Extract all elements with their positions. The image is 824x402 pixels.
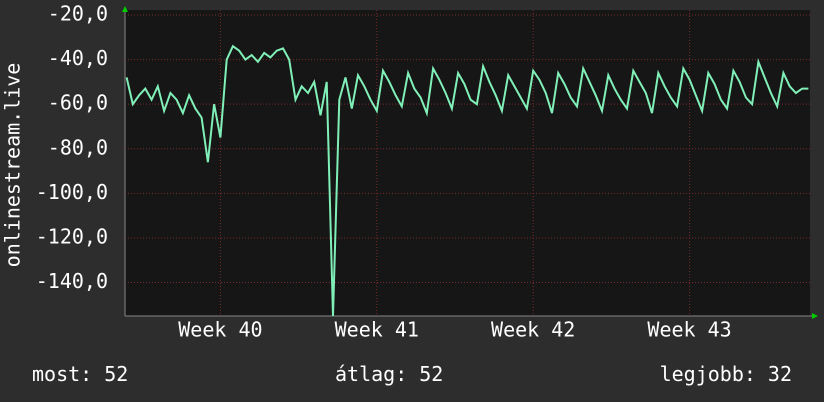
x-tick-label: Week 43 [647, 318, 731, 342]
data-line [125, 44, 809, 317]
stat-value: 32 [768, 362, 792, 386]
plot-area [125, 10, 810, 316]
y-tick-label: -100,0 [36, 180, 108, 204]
stat-value: 52 [104, 362, 128, 386]
x-tick-label: Week 41 [335, 318, 419, 342]
y-tick-label: -60,0 [48, 91, 108, 115]
stat: legjobb: 32 [660, 362, 792, 386]
y-tick-label: -140,0 [36, 269, 108, 293]
stat-value: 52 [419, 362, 443, 386]
stat: most: 52 [32, 362, 128, 386]
y-tick-label: -120,0 [36, 224, 108, 248]
y-tick-label: -80,0 [48, 135, 108, 159]
y-tick-label: -40,0 [48, 46, 108, 70]
x-tick-label: Week 40 [178, 318, 262, 342]
stat-label: átlag: [335, 362, 407, 386]
x-tick-label: Week 42 [491, 318, 575, 342]
stat-label: most: [32, 362, 92, 386]
axis-arrow [122, 6, 128, 12]
stat: átlag: 52 [335, 362, 443, 386]
y-tick-label: -20,0 [48, 2, 108, 26]
stat-label: legjobb: [660, 362, 756, 386]
axis-arrow [812, 313, 818, 319]
y-axis-label: onlinestream.live [1, 63, 25, 268]
